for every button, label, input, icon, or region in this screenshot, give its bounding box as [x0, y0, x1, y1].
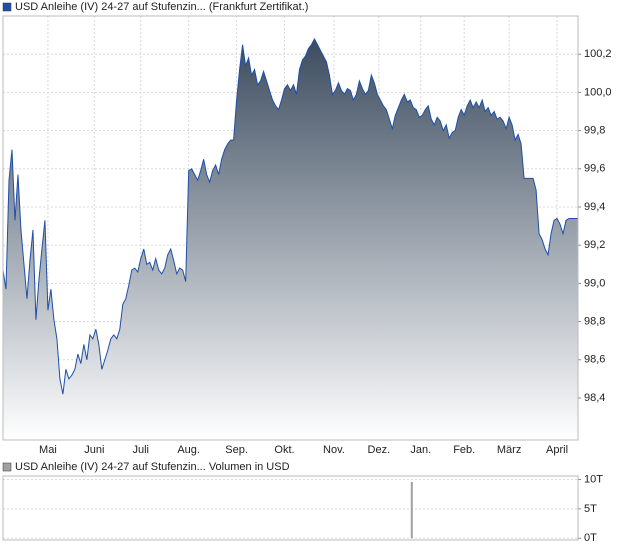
legend-swatch	[2, 2, 12, 12]
x-tick-label: Mai	[39, 444, 57, 456]
x-tick-label: Nov.	[323, 444, 345, 456]
y-tick-label: 99,0	[584, 277, 605, 289]
y-tick-label: 98,4	[584, 392, 605, 404]
y-tick-label: 99,8	[584, 125, 605, 137]
y-tick-label: 99,2	[584, 239, 605, 251]
area	[3, 38, 578, 441]
x-tick-label: Juni	[84, 444, 104, 456]
volume-bar	[410, 481, 413, 539]
x-tick-label: Aug.	[177, 444, 200, 456]
x-tick-label: Juli	[133, 444, 150, 456]
x-tick-label: Okt.	[274, 444, 294, 456]
x-tick-label: März	[497, 444, 521, 456]
y-tick-label: 99,6	[584, 163, 605, 175]
x-tick-label: April	[546, 444, 568, 456]
plot-frame	[2, 15, 579, 441]
legend-swatch	[2, 462, 12, 472]
y-tick-label: 100,2	[584, 48, 612, 60]
y-tick-label: 0T	[584, 532, 597, 544]
y-tick-label: 100,0	[584, 86, 612, 98]
legend-label: USD Anleihe (IV) 24-27 auf Stufenzin... …	[15, 1, 308, 13]
y-tick-label: 99,4	[584, 201, 605, 213]
y-tick-label: 98,6	[584, 354, 605, 366]
line	[2, 37, 578, 395]
plot-frame	[2, 475, 579, 541]
y-tick-label: 98,8	[584, 315, 605, 327]
legend-label: USD Anleihe (IV) 24-27 auf Stufenzin... …	[15, 461, 290, 473]
x-tick-label: Sep.	[225, 444, 248, 456]
y-tick-label: 10T	[584, 473, 603, 485]
y-tick-label: 5T	[584, 503, 597, 515]
x-tick-label: Feb.	[453, 444, 475, 456]
x-tick-label: Dez.	[368, 444, 391, 456]
x-tick-label: Jan.	[410, 444, 431, 456]
